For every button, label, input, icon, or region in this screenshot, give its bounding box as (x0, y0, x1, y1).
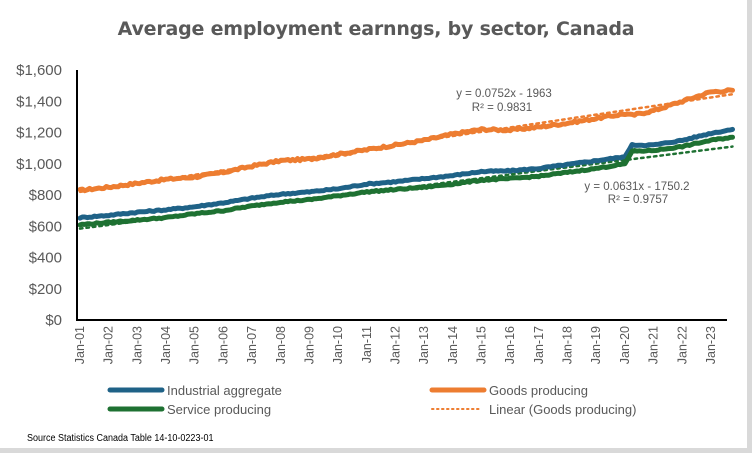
legend-item: Service producing (107, 402, 271, 417)
x-tick-label: Jan-06 (216, 326, 230, 364)
legend-label: Goods producing (489, 383, 588, 398)
y-tick-label: $600 (29, 218, 62, 235)
goods-trend-equation: y = 0.0752x - 1963 (456, 88, 552, 100)
legend: Industrial aggregate Goods producing Servi… (107, 383, 636, 417)
y-axis-ticks: $0 $200 $400 $600 $800 $1,000 $1,200 $1,400 $1,6… (16, 62, 62, 329)
goods-trend-r2: R² = 0.9831 (472, 102, 532, 114)
x-tick-label: Jan-18 (561, 326, 575, 364)
legend-item: Linear (Goods producing) (431, 402, 636, 417)
y-tick-label: $0 (45, 312, 62, 329)
chart-title: Average employment earnngs, by sector, C… (117, 18, 635, 40)
service-trend-r2: R² = 0.9757 (608, 194, 668, 206)
x-tick-label: Jan-20 (618, 326, 632, 364)
x-tick-label: Jan-19 (589, 326, 603, 364)
series-lines (77, 87, 735, 228)
x-tick-label: Jan-22 (675, 326, 689, 364)
legend-item: Industrial aggregate (107, 383, 282, 398)
x-axis-ticks: Jan-01 Jan-02 Jan-03 Jan-04 Jan-05 Jan-06 Jan-… (73, 326, 718, 364)
y-tick-label: $1,600 (16, 62, 62, 79)
x-tick-label: Jan-07 (245, 326, 259, 364)
legend-label: Linear (Goods producing) (489, 402, 636, 417)
x-tick-label: Jan-03 (130, 326, 144, 364)
x-tick-label: Jan-23 (704, 326, 718, 364)
x-tick-label: Jan-15 (475, 326, 489, 364)
x-tick-label: Jan-12 (388, 326, 402, 364)
x-tick-label: Jan-02 (102, 326, 116, 364)
x-tick-label: Jan-11 (360, 326, 374, 363)
x-tick-label: Jan-21 (647, 326, 661, 364)
y-tick-label: $800 (29, 187, 62, 204)
y-tick-label: $200 (29, 281, 62, 298)
series-line-goods-producing (77, 87, 735, 194)
y-tick-label: $1,000 (16, 156, 62, 173)
series-line-service-producing (77, 134, 735, 228)
x-tick-label: Jan-14 (446, 326, 460, 364)
x-tick-label: Jan-05 (188, 326, 202, 364)
y-tick-label: $1,200 (16, 125, 62, 142)
legend-item: Goods producing (429, 383, 588, 398)
x-tick-label: Jan-17 (532, 326, 546, 364)
x-tick-label: Jan-16 (503, 326, 517, 364)
source-note: Source Statistics Canada Table 14-10-022… (27, 433, 214, 444)
x-tick-label: Jan-13 (417, 326, 431, 364)
series-line-industrial-aggregate (77, 126, 735, 221)
y-tick-label: $400 (29, 250, 62, 267)
y-tick-label: $1,400 (16, 93, 62, 110)
x-tick-label: Jan-01 (73, 326, 87, 364)
x-tick-label: Jan-09 (302, 326, 316, 364)
legend-label: Service producing (167, 402, 271, 417)
x-tick-label: Jan-08 (274, 326, 288, 364)
x-tick-label: Jan-04 (159, 326, 173, 364)
legend-label: Industrial aggregate (167, 383, 282, 398)
x-tick-label: Jan-10 (331, 326, 345, 364)
service-trend-equation: y = 0.0631x - 1750.2 (584, 181, 689, 193)
